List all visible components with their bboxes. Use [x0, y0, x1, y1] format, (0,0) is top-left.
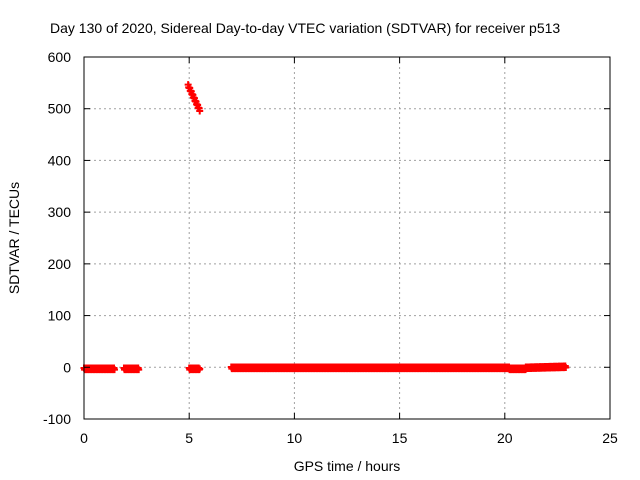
x-axis-label: GPS time / hours — [294, 458, 401, 474]
y-tick-label: 300 — [48, 204, 72, 220]
data-points — [80, 81, 570, 374]
y-tick-label: 500 — [48, 101, 72, 117]
axis-ticks: 0 5 10 15 20 25 -100 0 100 200 300 400 500 600 — [43, 49, 618, 446]
y-tick-label: 0 — [63, 359, 71, 375]
y-axis-label: SDTVAR / TECUs — [6, 182, 22, 294]
y-tick-label: 200 — [48, 256, 72, 272]
y-tick-label: 100 — [48, 308, 72, 324]
x-tick-label: 25 — [602, 430, 618, 446]
data-point — [196, 365, 204, 373]
chart-title: Day 130 of 2020, Sidereal Day-to-day VTE… — [50, 20, 560, 36]
y-tick-label: -100 — [43, 411, 71, 427]
data-point — [135, 366, 143, 374]
data-point — [111, 366, 119, 374]
data-point — [562, 364, 570, 372]
x-tick-label: 0 — [80, 430, 88, 446]
grid-lines — [84, 57, 610, 419]
x-tick-label: 15 — [392, 430, 408, 446]
y-tick-label: 400 — [48, 152, 72, 168]
plot-frame — [83, 56, 611, 420]
data-point — [196, 107, 204, 115]
x-tick-label: 20 — [497, 430, 513, 446]
y-tick-label: 600 — [48, 49, 72, 65]
x-tick-label: 5 — [185, 430, 193, 446]
x-tick-label: 10 — [287, 430, 303, 446]
